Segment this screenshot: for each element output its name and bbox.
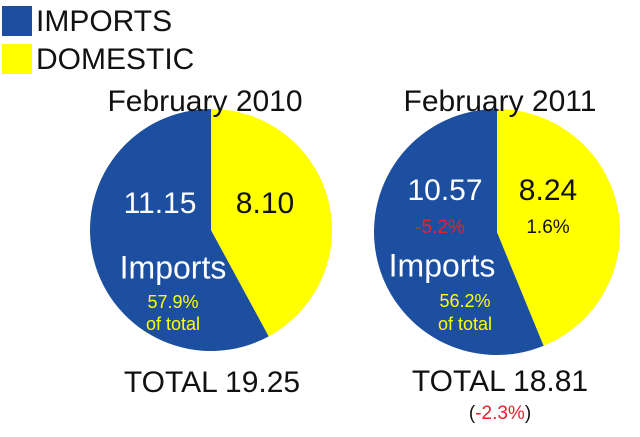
total-change-part: ( <box>469 403 476 424</box>
pie-slice <box>373 109 544 356</box>
legend-label: IMPORTS <box>36 5 172 38</box>
change-label: -5.2% <box>415 217 465 238</box>
slice-label: Imports <box>120 249 227 285</box>
total-change-part: ) <box>525 403 531 424</box>
value-label: 10.57 <box>407 174 482 207</box>
pie-slice <box>497 109 620 346</box>
pie-title: February 2011 <box>404 85 597 118</box>
change-label: 1.6% <box>526 217 569 238</box>
share-note: of total <box>146 314 200 334</box>
total-change-part: -2.3% <box>475 403 525 424</box>
value-label: 8.10 <box>236 187 294 220</box>
value-label: 8.24 <box>519 174 577 207</box>
pie-title: February 2010 <box>107 85 302 118</box>
legend-label: DOMESTIC <box>36 43 194 76</box>
pie-slice <box>89 109 269 351</box>
total-label: TOTAL 18.81 <box>412 365 588 398</box>
value-label: 11.15 <box>124 187 197 220</box>
total-change: (-2.3%) <box>469 403 531 424</box>
total-label: TOTAL 19.25 <box>124 366 300 399</box>
legend-swatch <box>2 6 32 36</box>
slice-label: Imports <box>389 247 496 283</box>
share-label: 57.9% <box>147 292 198 312</box>
share-note: of total <box>438 314 492 334</box>
share-label: 56.2% <box>439 291 490 311</box>
pie-slice <box>211 109 332 337</box>
legend-swatch <box>2 44 32 74</box>
